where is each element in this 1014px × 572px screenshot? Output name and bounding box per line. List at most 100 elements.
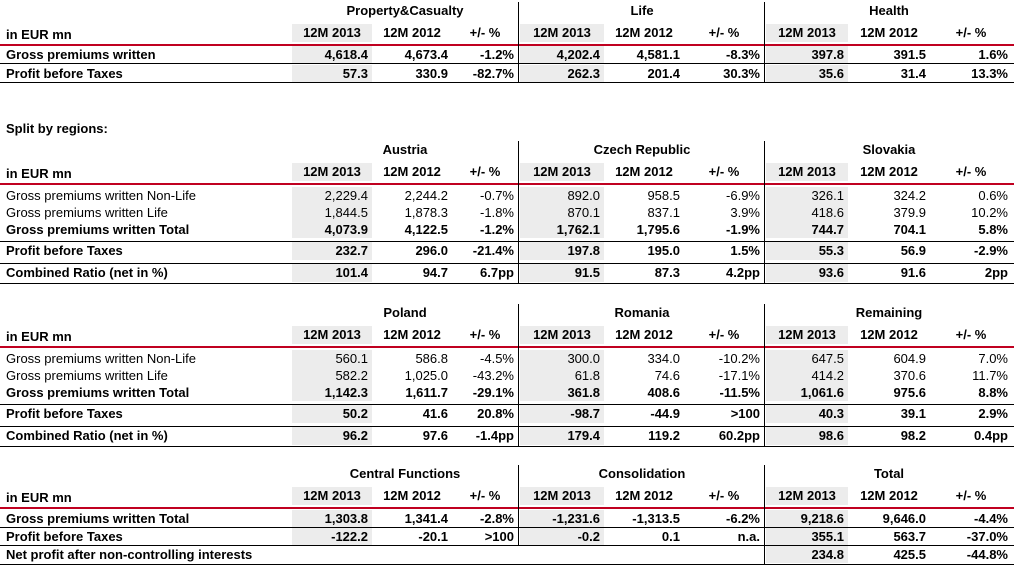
cell: 201.4: [647, 66, 680, 81]
column-divider: [764, 304, 765, 447]
cell: 0.1: [661, 529, 680, 544]
cell: 1,061.6: [766, 384, 848, 401]
group-header-slovakia: Slovakia: [862, 142, 916, 157]
cell: 958.5: [647, 188, 680, 203]
cell: 1,025.0: [404, 368, 448, 383]
group-header-romania: Romania: [614, 305, 670, 320]
cell: -0.7%: [480, 188, 514, 203]
col-change: +/- %: [708, 164, 740, 179]
cell: 647.5: [766, 350, 848, 367]
table-row: Profit before Taxes 50.2 41.6 20.8% -98.7 -44…: [0, 405, 1014, 423]
cell: 50.2: [292, 405, 372, 423]
table-row: Gross premiums written Non-Life 2,229.4 2,…: [0, 187, 1014, 204]
table-functions-total: Central Functions Consolidation Total in…: [0, 465, 1014, 565]
cell: 892.0: [520, 187, 604, 204]
unit-label: in EUR mn: [6, 329, 72, 344]
cell: 57.3: [292, 65, 372, 82]
cell: 4,673.4: [404, 47, 448, 62]
table-row: Gross premiums written Life 1,844.5 1,878.…: [0, 204, 1014, 221]
column-divider: [518, 465, 519, 545]
col-12m-2013: 12M 2013: [292, 487, 372, 505]
cell: 1,878.3: [404, 205, 448, 220]
table-regions-1: Austria Czech Republic Slovakia in EUR m…: [0, 141, 1014, 284]
cell: -4.5%: [480, 351, 514, 366]
col-change: +/- %: [469, 488, 501, 503]
col-12m-2012: 12M 2012: [860, 164, 918, 179]
group-header-total: Total: [873, 466, 905, 481]
col-change: +/- %: [955, 164, 987, 179]
cell: 296.0: [415, 243, 448, 258]
cell: 408.6: [647, 385, 680, 400]
cell: 30.3%: [723, 66, 760, 81]
col-change: +/- %: [469, 164, 501, 179]
cell: 87.3: [654, 265, 680, 280]
cell: 1,142.3: [292, 384, 372, 401]
row-divider: [0, 241, 1014, 242]
col-12m-2012: 12M 2012: [860, 327, 918, 342]
row-divider: [0, 426, 1014, 427]
group-header-property-casualty: Property&Casualty: [346, 3, 464, 18]
row-label: Profit before Taxes: [6, 406, 123, 421]
cell: 837.1: [647, 205, 680, 220]
cell: 2.9%: [978, 406, 1008, 421]
column-divider: [518, 141, 519, 284]
col-12m-2013: 12M 2013: [766, 163, 848, 181]
col-12m-2012: 12M 2012: [860, 488, 918, 503]
cell: 975.6: [893, 385, 926, 400]
group-header-poland: Poland: [383, 305, 427, 320]
row-divider: [0, 564, 1014, 565]
cell: 4,618.4: [292, 46, 372, 63]
table-row: Gross premiums written Total 1,303.8 1,341…: [0, 510, 1014, 527]
table-row: Profit before Taxes 232.7 296.0 -21.4% 197.8…: [0, 242, 1014, 260]
cell: 604.9: [893, 351, 926, 366]
cell: >100: [484, 529, 514, 544]
table-row: Profit before Taxes -122.2 -20.1 >100 -0.2 0.…: [0, 528, 1014, 545]
row-divider: [0, 283, 1014, 284]
cell: [520, 546, 604, 563]
cell: 397.8: [766, 46, 848, 63]
row-label: Gross premiums written Non-Life: [6, 188, 196, 203]
cell: 91.6: [900, 265, 926, 280]
row-divider: [0, 263, 1014, 264]
cell: 101.4: [292, 264, 372, 282]
cell: 563.7: [893, 529, 926, 544]
cell: -1.9%: [726, 222, 760, 237]
cell: 3.9%: [730, 205, 760, 220]
cell: 20.8%: [477, 406, 514, 421]
col-12m-2013: 12M 2013: [292, 24, 372, 42]
cell: -1.2%: [480, 47, 514, 62]
row-divider: [0, 82, 1014, 83]
col-change: +/- %: [708, 488, 740, 503]
group-header-consolidation: Consolidation: [598, 466, 686, 481]
cell: 93.6: [766, 264, 848, 282]
cell: [684, 546, 764, 563]
cell: -6.2%: [726, 511, 760, 526]
col-change: +/- %: [708, 25, 740, 40]
cell: 61.8: [520, 367, 604, 384]
cell: 55.3: [766, 242, 848, 260]
col-12m-2012: 12M 2012: [615, 488, 673, 503]
col-12m-2013: 12M 2013: [520, 326, 604, 344]
group-header-health: Health: [869, 3, 909, 18]
cell: 39.1: [900, 406, 926, 421]
cell: 0.4pp: [974, 428, 1008, 443]
cell: -29.1%: [472, 385, 514, 400]
column-divider: [764, 465, 765, 565]
row-label: Combined Ratio (net in %): [6, 428, 168, 443]
row-divider: [0, 446, 1014, 447]
row-label: Gross premiums written: [6, 47, 156, 62]
row-label: Gross premiums written Life: [6, 368, 168, 383]
cell: 40.3: [766, 405, 848, 423]
cell: [604, 546, 684, 563]
col-12m-2013: 12M 2013: [520, 24, 604, 42]
cell: 355.1: [766, 528, 848, 545]
cell: -2.8%: [480, 511, 514, 526]
col-12m-2013: 12M 2013: [292, 163, 372, 181]
table-row: Combined Ratio (net in %) 96.2 97.6 -1.4pp 1…: [0, 427, 1014, 445]
row-label: Combined Ratio (net in %): [6, 265, 168, 280]
col-12m-2013: 12M 2013: [766, 487, 848, 505]
col-12m-2013: 12M 2013: [766, 326, 848, 344]
cell: 0.6%: [978, 188, 1008, 203]
cell: 4,581.1: [636, 47, 680, 62]
cell: 704.1: [893, 222, 926, 237]
